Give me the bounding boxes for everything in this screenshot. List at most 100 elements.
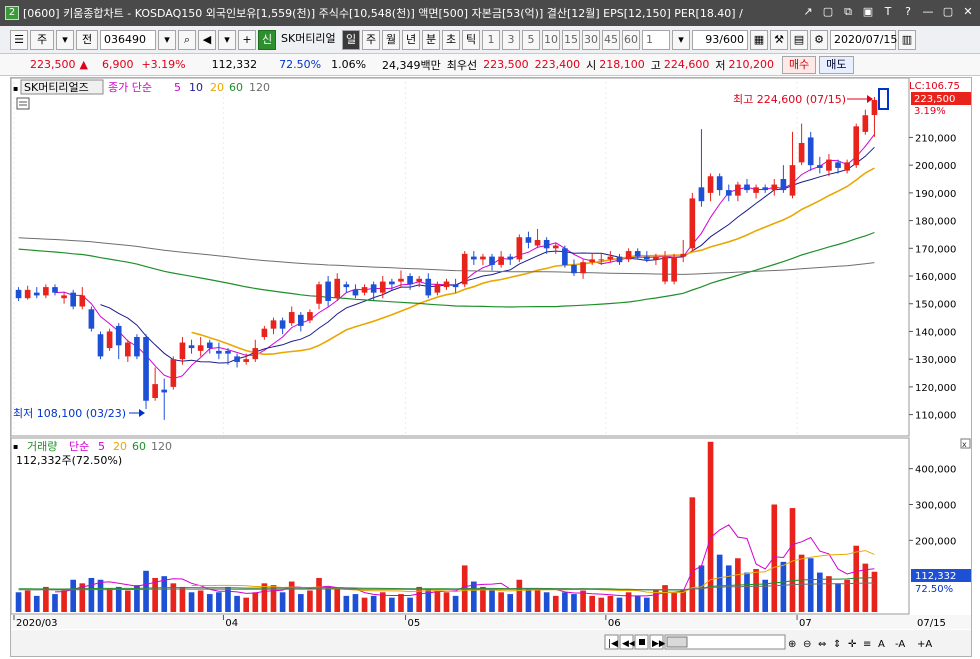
ma60-line bbox=[18, 231, 875, 308]
price-tick-label: 150,000 bbox=[915, 300, 956, 311]
volume-bar bbox=[507, 594, 514, 612]
restore-icon[interactable]: ▢ bbox=[822, 5, 834, 18]
candle-body bbox=[789, 165, 796, 196]
volume-panel-close-icon[interactable] bbox=[960, 438, 971, 449]
quote-bar: 223,500 ▲ 6,900 +3.19% 112,332 72.50% 1.… bbox=[0, 54, 980, 76]
interval-10[interactable]: 10 bbox=[542, 29, 560, 50]
selection-marker[interactable] bbox=[878, 88, 889, 110]
interval-dropdown-icon[interactable]: ▾ bbox=[672, 29, 690, 50]
chevron-down-icon[interactable]: ▾ bbox=[56, 29, 74, 50]
candle-body bbox=[689, 198, 696, 249]
tab-year[interactable]: 년 bbox=[402, 29, 420, 50]
volume-bar bbox=[543, 592, 550, 612]
menu-icon[interactable]: ☰ bbox=[10, 29, 28, 50]
price-tick-label: 200,000 bbox=[915, 161, 956, 172]
volume-bar bbox=[625, 592, 632, 612]
current-price-tag-text: 223,500 bbox=[914, 94, 955, 105]
table-toggle-icon[interactable] bbox=[16, 97, 30, 110]
legend-toggle-icon[interactable]: ▪ bbox=[13, 84, 18, 93]
buy-button[interactable]: 매수 bbox=[782, 55, 817, 74]
font-up-icon[interactable]: +A bbox=[917, 639, 932, 650]
zoom-out-icon[interactable]: ⊖ bbox=[803, 639, 811, 650]
tab-minute[interactable]: 분 bbox=[422, 29, 440, 50]
volume-ma20-line bbox=[191, 550, 875, 594]
interval-30[interactable]: 30 bbox=[582, 29, 600, 50]
candle-body bbox=[607, 256, 614, 260]
candle-body bbox=[115, 325, 122, 346]
period-icon[interactable]: ≡ bbox=[863, 639, 871, 650]
font-size-icon[interactable]: -A bbox=[895, 639, 905, 650]
candle-body bbox=[862, 115, 869, 132]
scroll-prev-button[interactable] bbox=[619, 634, 634, 650]
candle-body bbox=[170, 359, 177, 387]
up-arrow-icon: ▲ bbox=[79, 58, 88, 71]
candlestick-chart[interactable]: SK머티리얼즈 ▪ 종가 단순 5 10 20 60 120 최고 224,60… bbox=[10, 77, 971, 656]
tab-week[interactable]: 주 bbox=[362, 29, 380, 50]
settings-icon[interactable]: ⚙ bbox=[810, 29, 828, 50]
interval-5[interactable]: 5 bbox=[522, 29, 540, 50]
candle-body bbox=[452, 284, 459, 288]
speaker-dropdown-icon[interactable]: ▾ bbox=[218, 29, 236, 50]
candle-body bbox=[525, 237, 532, 243]
calendar-icon[interactable]: ▥ bbox=[898, 29, 916, 50]
scroll-first-button[interactable] bbox=[604, 634, 619, 650]
scroll-next-button[interactable] bbox=[649, 634, 664, 650]
stock-code-input[interactable]: 036490 bbox=[100, 29, 156, 50]
interval-3[interactable]: 3 bbox=[502, 29, 520, 50]
interval-15[interactable]: 15 bbox=[562, 29, 580, 50]
font-icon[interactable]: T bbox=[884, 5, 892, 18]
interval-1[interactable]: 1 bbox=[482, 29, 500, 50]
volume-tick-label: 400,000 bbox=[915, 465, 956, 476]
interval-input[interactable]: 1 bbox=[642, 29, 670, 50]
period-type-select[interactable]: 주 bbox=[30, 29, 54, 50]
pin-icon[interactable]: ▣ bbox=[862, 5, 874, 18]
crosshair-icon[interactable]: ✛ bbox=[848, 639, 857, 650]
tile-icon[interactable]: ⧉ bbox=[844, 5, 852, 18]
tab-month[interactable]: 월 bbox=[382, 29, 400, 50]
volume-bar bbox=[816, 572, 823, 612]
volume-toggle-icon[interactable]: ▪ bbox=[13, 442, 18, 451]
priority-label: 최우선 bbox=[446, 58, 478, 72]
volume-pct-text: 72.50% bbox=[915, 584, 953, 595]
tab-tick[interactable]: 틱 bbox=[462, 29, 480, 50]
candle-body bbox=[425, 278, 432, 296]
close-button[interactable]: ✕ bbox=[963, 5, 973, 18]
candle-body bbox=[470, 256, 477, 260]
date-input[interactable]: 2020/07/15 bbox=[830, 29, 897, 50]
interval-45[interactable]: 45 bbox=[602, 29, 620, 50]
chart-area[interactable]: SK머티리얼즈 ▪ 종가 단순 5 10 20 60 120 최고 224,60… bbox=[10, 77, 972, 657]
low-label: 저 bbox=[715, 58, 726, 72]
volume-bar bbox=[480, 586, 486, 612]
sell-button[interactable]: 매도 bbox=[819, 55, 854, 74]
candle-body bbox=[480, 256, 486, 260]
legend-ma120: 120 bbox=[249, 81, 270, 94]
zoom-slider[interactable] bbox=[664, 634, 786, 650]
zoom-slider-thumb[interactable] bbox=[666, 636, 688, 648]
tools-icon[interactable]: ⚒ bbox=[770, 29, 788, 50]
candle-body bbox=[780, 179, 787, 191]
add-icon[interactable]: + bbox=[238, 29, 256, 50]
candle-body bbox=[589, 259, 596, 263]
code-dropdown-icon[interactable]: ▾ bbox=[158, 29, 176, 50]
current-pct-text: 3.19% bbox=[914, 106, 946, 117]
zoom-in-icon[interactable]: ⊕ bbox=[788, 639, 796, 650]
prev-button[interactable]: 전 bbox=[76, 29, 98, 50]
tab-second[interactable]: 초 bbox=[442, 29, 460, 50]
interval-60[interactable]: 60 bbox=[622, 29, 640, 50]
expand-icon[interactable]: ⇕ bbox=[833, 639, 841, 650]
text-icon[interactable]: A bbox=[878, 639, 885, 650]
speaker-icon[interactable]: ◀ bbox=[198, 29, 216, 50]
volume-ma60-line bbox=[18, 577, 875, 591]
link-icon[interactable]: ↗ bbox=[803, 5, 813, 18]
grid-icon[interactable]: ▦ bbox=[750, 29, 768, 50]
tab-day[interactable]: 일 bbox=[342, 29, 360, 50]
search-icon[interactable]: ⌕ bbox=[178, 29, 196, 50]
save-icon[interactable]: ▤ bbox=[790, 29, 808, 50]
candle-body bbox=[744, 184, 750, 191]
volume-bar bbox=[753, 569, 759, 612]
help-icon[interactable]: ? bbox=[905, 5, 911, 18]
fit-icon[interactable]: ⇔ bbox=[818, 639, 826, 650]
minimize-button[interactable]: — bbox=[922, 5, 934, 18]
volume-bar bbox=[307, 590, 313, 612]
maximize-button[interactable]: ▢ bbox=[942, 5, 954, 18]
